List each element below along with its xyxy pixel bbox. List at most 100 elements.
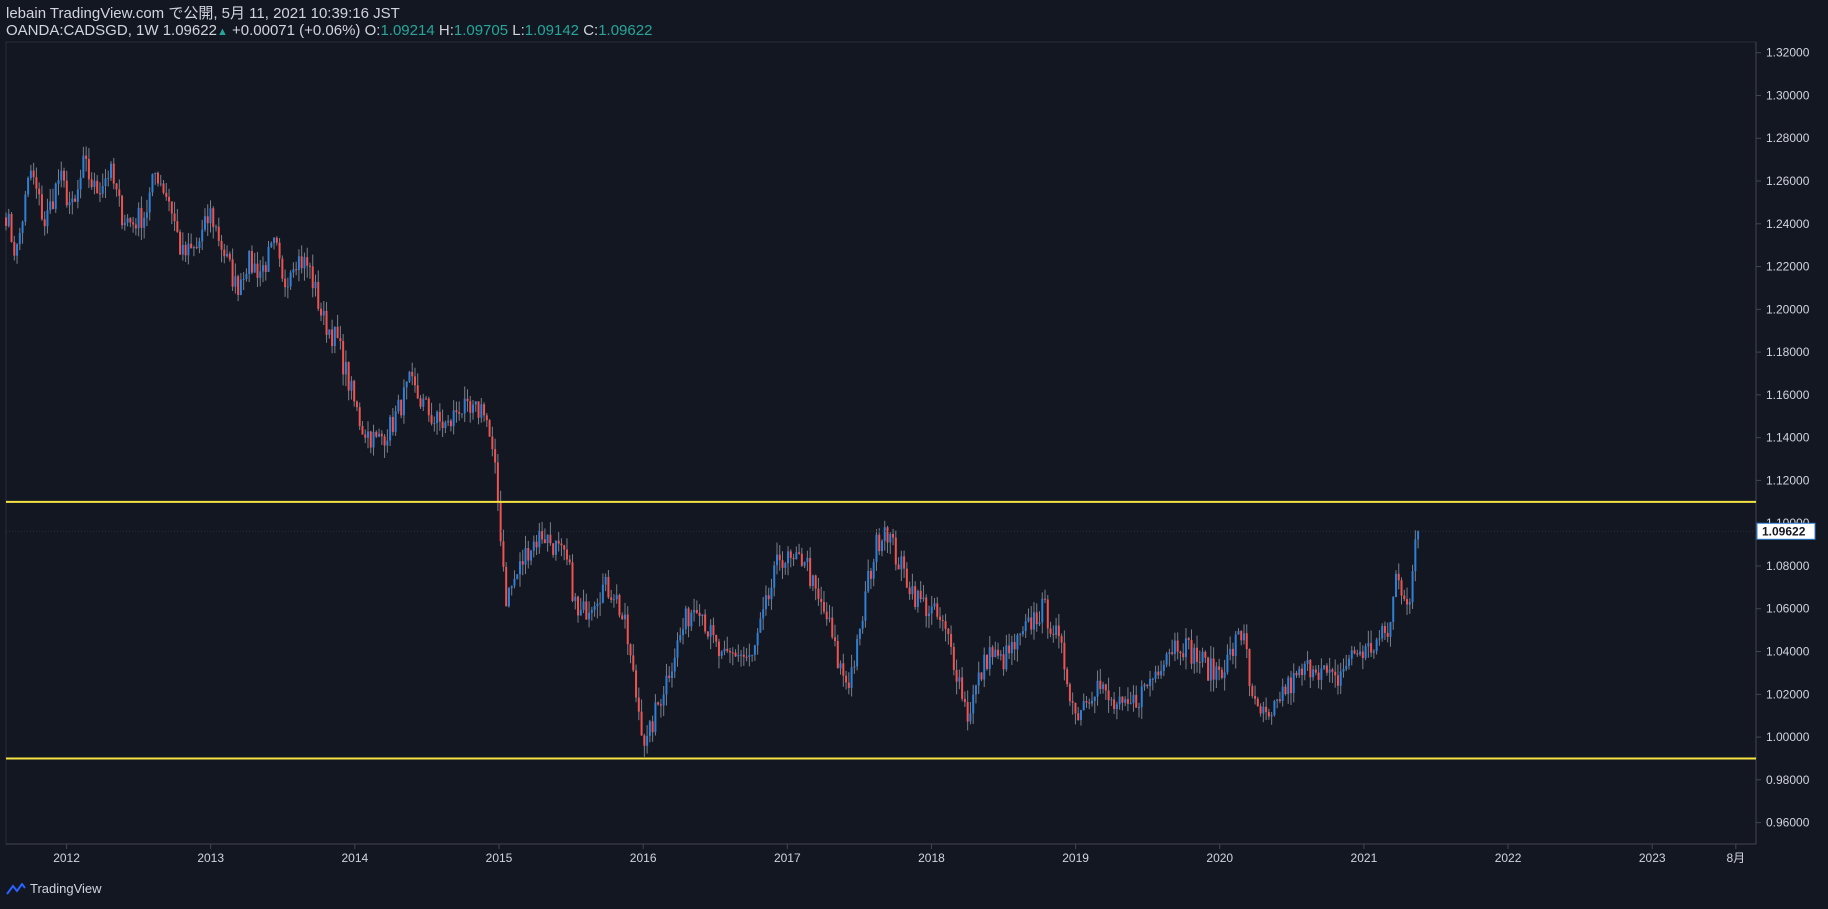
up-candle <box>259 259 262 287</box>
down-candle <box>98 182 101 203</box>
candle-body <box>474 401 477 405</box>
candle-body <box>215 226 218 228</box>
candle-body <box>706 631 709 637</box>
up-candle <box>828 604 831 623</box>
candle-body <box>24 194 27 222</box>
candle-body <box>1414 539 1417 572</box>
down-candle <box>112 157 115 190</box>
candle-body <box>980 672 983 680</box>
candle-body <box>54 183 57 209</box>
up-candle <box>958 669 961 690</box>
candle-body <box>1348 658 1351 666</box>
up-candle <box>994 641 997 658</box>
up-candle <box>856 634 859 671</box>
candle-body <box>1353 650 1356 654</box>
up-candle <box>1223 659 1226 691</box>
up-candle <box>770 578 773 610</box>
down-candle <box>767 587 770 607</box>
down-candle <box>505 562 508 607</box>
down-candle <box>1044 589 1047 604</box>
candle-body <box>1256 698 1259 707</box>
up-candle <box>422 393 425 411</box>
up-candle <box>723 640 726 656</box>
up-candle <box>60 161 63 188</box>
down-candle <box>1383 621 1386 640</box>
candle-body <box>123 222 126 226</box>
down-candle <box>413 367 416 393</box>
down-candle <box>944 613 947 642</box>
down-candle <box>1218 658 1221 681</box>
down-candle <box>427 396 430 422</box>
up-candle <box>1201 647 1204 668</box>
candle-body <box>1165 654 1168 665</box>
candle-body <box>1115 704 1118 709</box>
down-candle <box>886 525 889 553</box>
up-candle <box>803 561 806 569</box>
candle-body <box>784 563 787 568</box>
up-candle <box>524 535 527 575</box>
up-candle <box>588 601 591 628</box>
down-candle <box>712 617 715 644</box>
down-candle <box>223 243 226 264</box>
down-candle <box>1256 696 1259 707</box>
candle-body <box>65 180 68 206</box>
up-candle <box>889 532 892 555</box>
candle-body <box>1013 642 1016 650</box>
candle-body <box>1287 677 1290 695</box>
up-candle <box>289 270 292 290</box>
down-candle <box>336 314 339 339</box>
down-candle <box>1057 613 1060 649</box>
up-candle <box>16 243 19 264</box>
candle-body <box>1137 707 1140 709</box>
last-price-box <box>1756 522 1816 540</box>
candle-body <box>1273 700 1276 716</box>
candle-body <box>751 654 754 656</box>
candle-body <box>668 675 671 678</box>
candle-body <box>1132 694 1135 704</box>
candle-body <box>922 597 925 600</box>
down-candle <box>63 167 66 188</box>
candle-body <box>521 561 524 565</box>
down-candle <box>220 234 223 263</box>
down-candle <box>5 212 7 231</box>
candle-body <box>242 279 245 281</box>
candle-body <box>781 560 784 568</box>
candle-body <box>353 380 356 402</box>
candle-body <box>919 590 922 600</box>
up-candle <box>974 684 977 704</box>
candle-body <box>1218 666 1221 670</box>
down-candle <box>908 581 911 600</box>
up-candle <box>670 662 673 688</box>
up-candle <box>79 169 82 199</box>
down-candle <box>1356 649 1359 657</box>
candle-body <box>7 214 10 226</box>
up-candle <box>759 612 762 633</box>
down-candle <box>549 522 552 546</box>
up-candle <box>1292 663 1295 703</box>
candle-body <box>121 195 124 226</box>
interval-label[interactable]: 1W <box>136 22 159 39</box>
down-candle <box>449 418 452 432</box>
candle-body <box>1361 651 1364 659</box>
up-candle <box>1367 630 1370 658</box>
candle-body <box>1389 621 1392 637</box>
up-candle <box>447 415 450 426</box>
candle-body <box>999 654 1002 656</box>
candle-body <box>118 189 121 196</box>
candle-body <box>40 194 43 220</box>
candle-body <box>588 612 591 620</box>
down-candle <box>878 528 881 556</box>
down-candle <box>342 334 345 386</box>
candle-body <box>367 431 370 438</box>
candle-body <box>112 163 115 184</box>
tradingview-brand[interactable]: TradingView <box>6 881 102 896</box>
down-candle <box>308 262 311 279</box>
candle-body <box>886 527 889 543</box>
candle-body <box>682 629 685 636</box>
down-candle <box>825 602 828 626</box>
symbol-name[interactable]: OANDA:CADSGD <box>6 22 128 39</box>
candle-body <box>635 670 638 698</box>
candle-body <box>950 633 953 647</box>
down-candle <box>1104 683 1107 700</box>
